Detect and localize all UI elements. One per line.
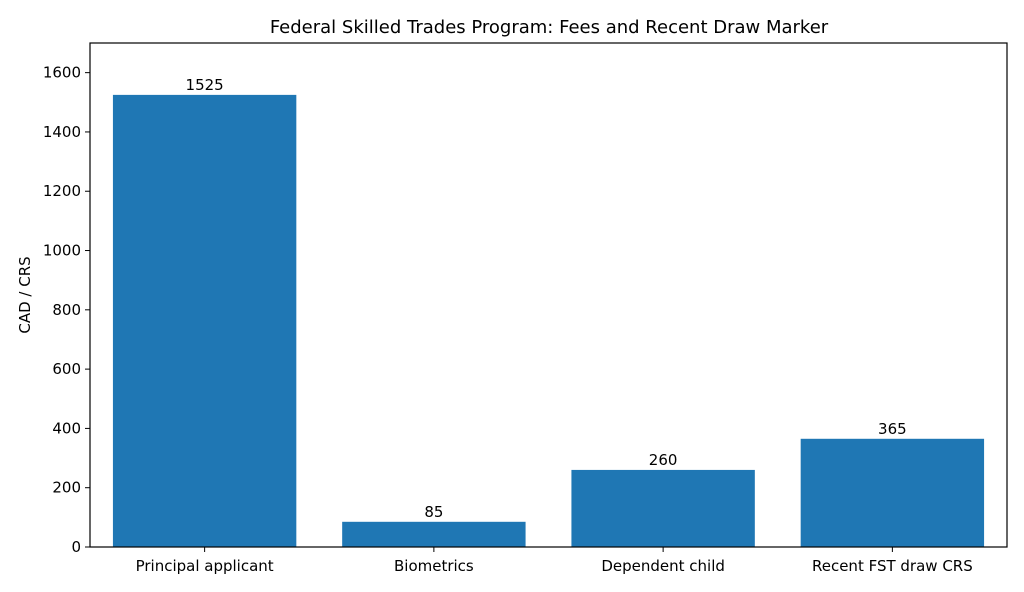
x-tick-label: Dependent child — [601, 557, 725, 575]
bars-group: 1525 85 260 365 — [112, 76, 985, 547]
x-tick-label: Principal applicant — [136, 557, 274, 575]
y-axis-label: CAD / CRS — [16, 256, 34, 333]
y-tick-label: 400 — [52, 419, 81, 437]
bar — [571, 469, 755, 547]
y-tick-label: 800 — [52, 301, 81, 319]
bar-value-label: 1525 — [186, 76, 224, 94]
bar-value-label: 365 — [878, 420, 907, 438]
plot-frame — [89, 42, 1008, 548]
y-tick-label: 600 — [52, 360, 81, 378]
y-tick-label: 1600 — [43, 64, 81, 82]
bar — [342, 521, 526, 547]
x-tick-label: Biometrics — [394, 557, 474, 575]
bar — [112, 94, 297, 547]
y-tick-label: 0 — [71, 538, 81, 556]
x-axis-ticks: Principal applicant Biometrics Dependent c… — [136, 547, 973, 575]
y-tick-label: 1400 — [43, 123, 81, 141]
y-tick-label: 1200 — [43, 182, 81, 200]
x-tick-label: Recent FST draw CRS — [812, 557, 973, 575]
y-tick-label: 1000 — [43, 242, 81, 260]
bar — [800, 438, 985, 547]
bar-value-label: 85 — [424, 503, 443, 521]
bar-value-label: 260 — [649, 451, 678, 469]
y-axis-ticks: 0 200 400 600 800 1000 1200 1400 1600 — [43, 64, 90, 556]
chart-title: Federal Skilled Trades Program: Fees and… — [270, 17, 829, 38]
y-tick-label: 200 — [52, 479, 81, 497]
